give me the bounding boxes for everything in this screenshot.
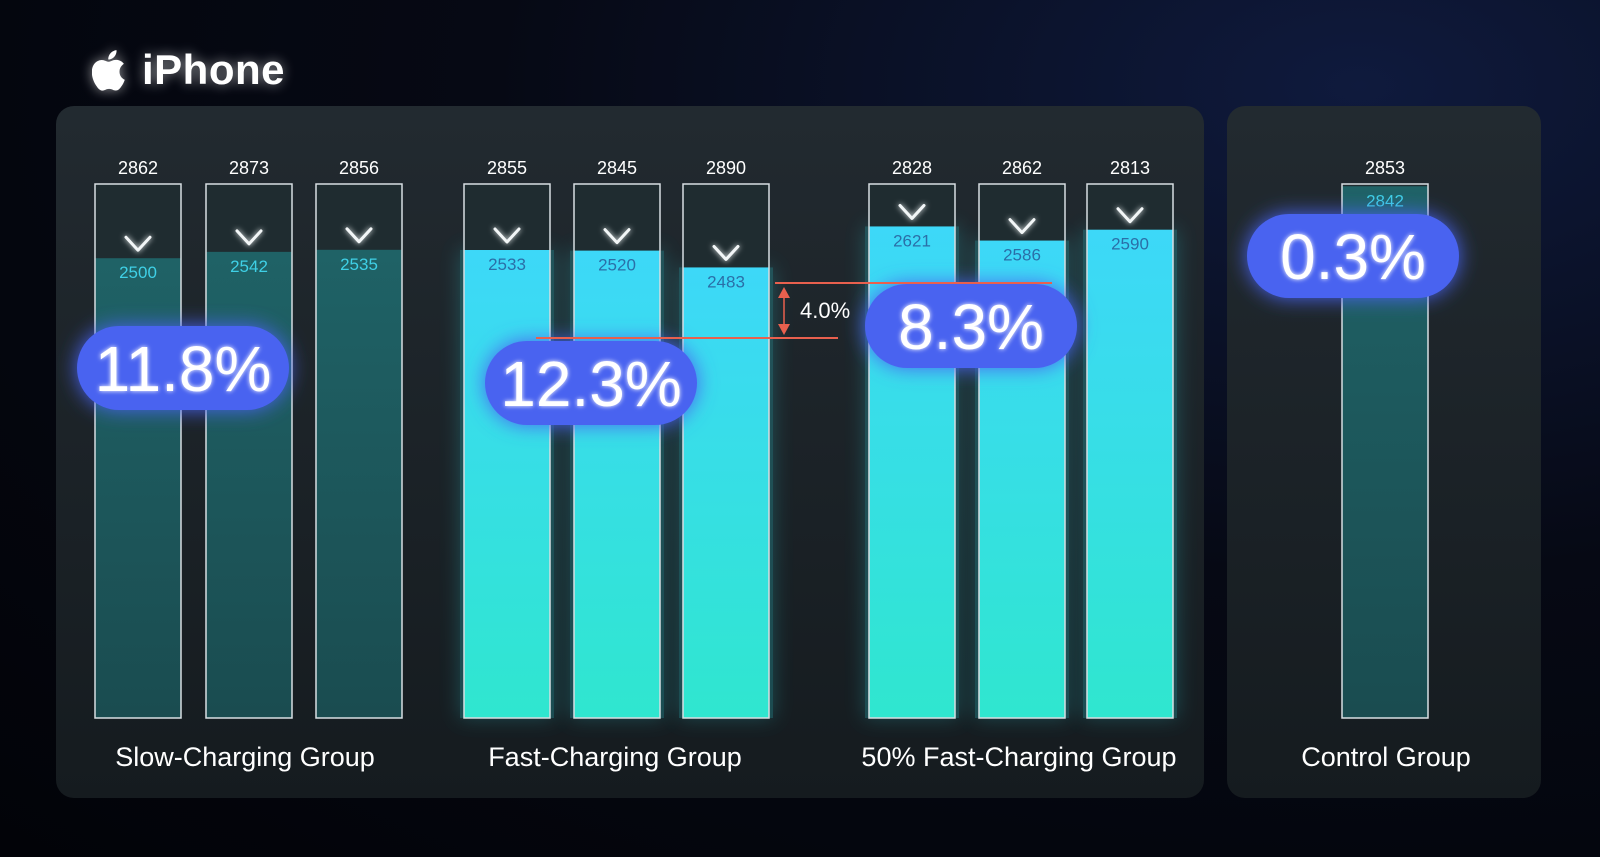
annotation-label: 4.0% <box>800 298 850 323</box>
bar-outline <box>978 183 1066 719</box>
bar-outline <box>94 183 182 719</box>
bar-after-value: 2842 <box>1366 191 1404 210</box>
bar-outline <box>315 183 403 719</box>
down-arrow-icon <box>712 244 740 261</box>
bar-remaining-segment <box>206 251 292 719</box>
percent-badge <box>77 326 289 410</box>
percent-badge <box>485 341 697 425</box>
down-arrow-icon <box>235 229 263 246</box>
bar-outline <box>682 183 770 719</box>
bar-outline <box>1341 183 1429 719</box>
bar-outline <box>205 183 293 719</box>
bar-before-value: 2813 <box>1110 158 1150 178</box>
down-arrow-icon <box>345 227 373 244</box>
group-label: Control Group <box>1301 742 1471 772</box>
bar-before-value: 2828 <box>892 158 932 178</box>
brand-name: iPhone <box>142 46 286 93</box>
percent-badge <box>865 284 1077 368</box>
bar-before-value: 2853 <box>1365 158 1405 178</box>
bar-before-value: 2845 <box>597 158 637 178</box>
bar-before-value: 2890 <box>706 158 746 178</box>
bar-before-value: 2855 <box>487 158 527 178</box>
bar-after-value: 2520 <box>598 256 636 275</box>
bar-before-value: 2862 <box>1002 158 1042 178</box>
percent-badge-label: 0.3% <box>1280 221 1426 293</box>
bar-remaining-segment <box>683 267 769 718</box>
bar-remaining-segment <box>464 250 550 718</box>
annotation-arrow-up-icon <box>778 287 790 298</box>
group-label: Fast-Charging Group <box>488 742 742 772</box>
bar-outline <box>868 183 956 719</box>
percent-badge-label: 8.3% <box>898 291 1044 363</box>
percent-badge-label: 11.8% <box>95 333 272 405</box>
bar-after-value: 2590 <box>1111 235 1149 254</box>
bar-outline <box>1086 183 1174 719</box>
group-label: Slow-Charging Group <box>115 742 375 772</box>
bar-after-value: 2500 <box>119 263 157 282</box>
bar-remaining-segment <box>316 249 402 718</box>
down-arrow-icon <box>493 227 521 244</box>
down-arrow-icon <box>603 228 631 245</box>
bar-before-value: 2873 <box>229 158 269 178</box>
bar-drained-segment <box>1342 184 1428 187</box>
down-arrow-icon <box>898 203 926 220</box>
annotation-arrow-down-icon <box>778 324 790 335</box>
bar-remaining-segment <box>574 250 660 718</box>
percent-badge-label: 12.3% <box>500 348 681 420</box>
bar-after-value: 2621 <box>893 231 931 250</box>
percent-badge <box>1247 214 1459 298</box>
bar-after-value: 2586 <box>1003 246 1041 265</box>
bar-before-value: 2862 <box>118 158 158 178</box>
group-label: 50% Fast-Charging Group <box>861 742 1176 772</box>
down-arrow-icon <box>124 235 152 252</box>
bar-outline <box>573 183 661 719</box>
bar-after-value: 2542 <box>230 257 268 276</box>
bar-after-value: 2533 <box>488 255 526 274</box>
bar-before-value: 2856 <box>339 158 379 178</box>
apple-logo-icon <box>92 50 125 91</box>
brand: iPhone <box>92 42 285 98</box>
down-arrow-icon <box>1008 218 1036 235</box>
bar-remaining-segment <box>1087 229 1173 718</box>
bar-after-value: 2535 <box>340 255 378 274</box>
bar-outline <box>463 183 551 719</box>
bar-after-value: 2483 <box>707 272 745 291</box>
down-arrow-icon <box>1116 207 1144 224</box>
